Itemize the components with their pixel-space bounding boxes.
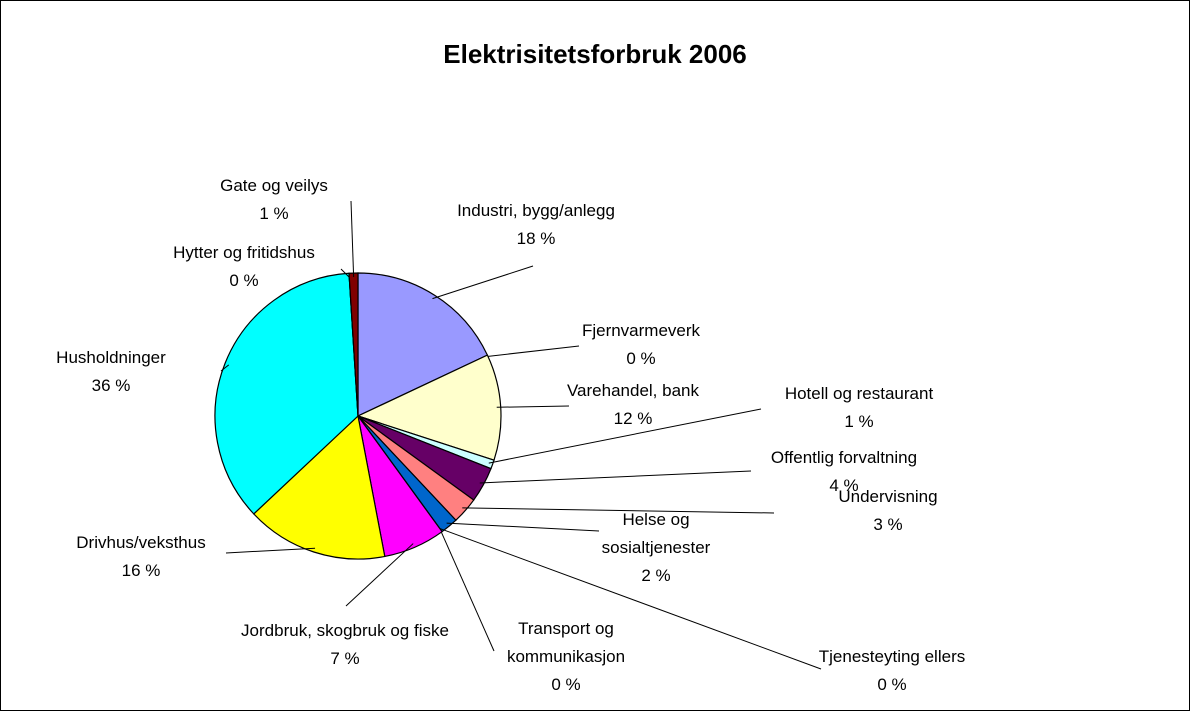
slice-name: Jordbruk, skogbruk og fiske — [241, 621, 449, 640]
slice-value: 0 % — [626, 349, 656, 368]
leader-line — [345, 543, 414, 607]
slice-value: 36 % — [91, 376, 131, 395]
leader-line — [488, 408, 762, 464]
slice-name: Industri, bygg/anlegg — [457, 201, 615, 220]
slice-name: Undervisning — [838, 487, 938, 506]
slice-label: Husholdninger 36 % — [11, 344, 211, 400]
leader-line — [340, 268, 350, 278]
slice-label: Tjenesteyting ellers 0 % — [782, 643, 1002, 699]
slice-label: Hotell og restaurant 1 % — [739, 380, 979, 436]
slice-label: Jordbruk, skogbruk og fiske 7 % — [230, 617, 460, 673]
slice-label: Varehandel, bank 12 % — [533, 377, 733, 433]
slice-value: 16 % — [121, 561, 161, 580]
slice-label: Drivhus/veksthus 16 % — [41, 529, 241, 585]
slice-value: 1 % — [844, 412, 874, 431]
slice-value: 4 % — [829, 476, 859, 495]
pie-slice — [214, 272, 359, 515]
leader-line — [439, 528, 495, 652]
leader-line — [225, 547, 316, 554]
slice-name: Helse og sosialtjenester — [601, 510, 711, 557]
slice-name: Tjenesteyting ellers — [818, 647, 966, 666]
slice-name: Drivhus/veksthus — [76, 533, 206, 552]
slice-label: Gate og veilys 1 % — [174, 172, 374, 228]
pie-slice — [357, 272, 489, 417]
leader-line — [479, 470, 752, 484]
slice-value: 12 % — [613, 409, 653, 428]
leader-line — [350, 200, 355, 278]
chart-title: Elektrisitetsforbruk 2006 — [443, 39, 747, 69]
slice-name: Fjernvarmeverk — [581, 321, 701, 340]
slice-label: Offentlig forvaltning 4 % — [734, 444, 954, 500]
slice-value: 0 % — [551, 675, 581, 694]
slice-label: Hytter og fritidshus 0 % — [134, 239, 354, 295]
slice-name: Husholdninger — [56, 348, 166, 367]
slice-name: Hotell og restaurant — [784, 384, 934, 403]
pie-slice — [252, 414, 386, 560]
leader-line — [462, 507, 775, 514]
slice-value: 18 % — [516, 229, 556, 248]
slice-name: Hytter og fritidshus — [173, 243, 315, 262]
leader-line — [446, 522, 600, 532]
slice-label: Transport og kommunikasjon 0 % — [486, 615, 646, 699]
slice-value: 0 % — [877, 675, 907, 694]
slice-name: Gate og veilys — [220, 176, 328, 195]
slice-value: 0 % — [229, 271, 259, 290]
leader-line — [432, 265, 534, 300]
leader-line — [220, 364, 230, 372]
slice-value: 3 % — [873, 515, 903, 534]
slice-name: Offentlig forvaltning — [770, 448, 918, 467]
slice-value: 2 % — [641, 566, 671, 585]
leader-line — [439, 527, 822, 670]
leader-line — [483, 345, 580, 358]
slice-name: Transport og kommunikasjon — [506, 619, 626, 666]
slice-value: 7 % — [330, 649, 360, 668]
slice-name: Varehandel, bank — [566, 381, 699, 400]
slice-label: Industri, bygg/anlegg 18 % — [406, 197, 666, 253]
slice-label: Fjernvarmeverk 0 % — [541, 317, 741, 373]
slice-label: Helse og sosialtjenester 2 % — [566, 506, 746, 590]
slice-value: 1 % — [259, 204, 289, 223]
slice-label: Undervisning 3 % — [758, 483, 1018, 539]
leader-line — [496, 405, 570, 408]
